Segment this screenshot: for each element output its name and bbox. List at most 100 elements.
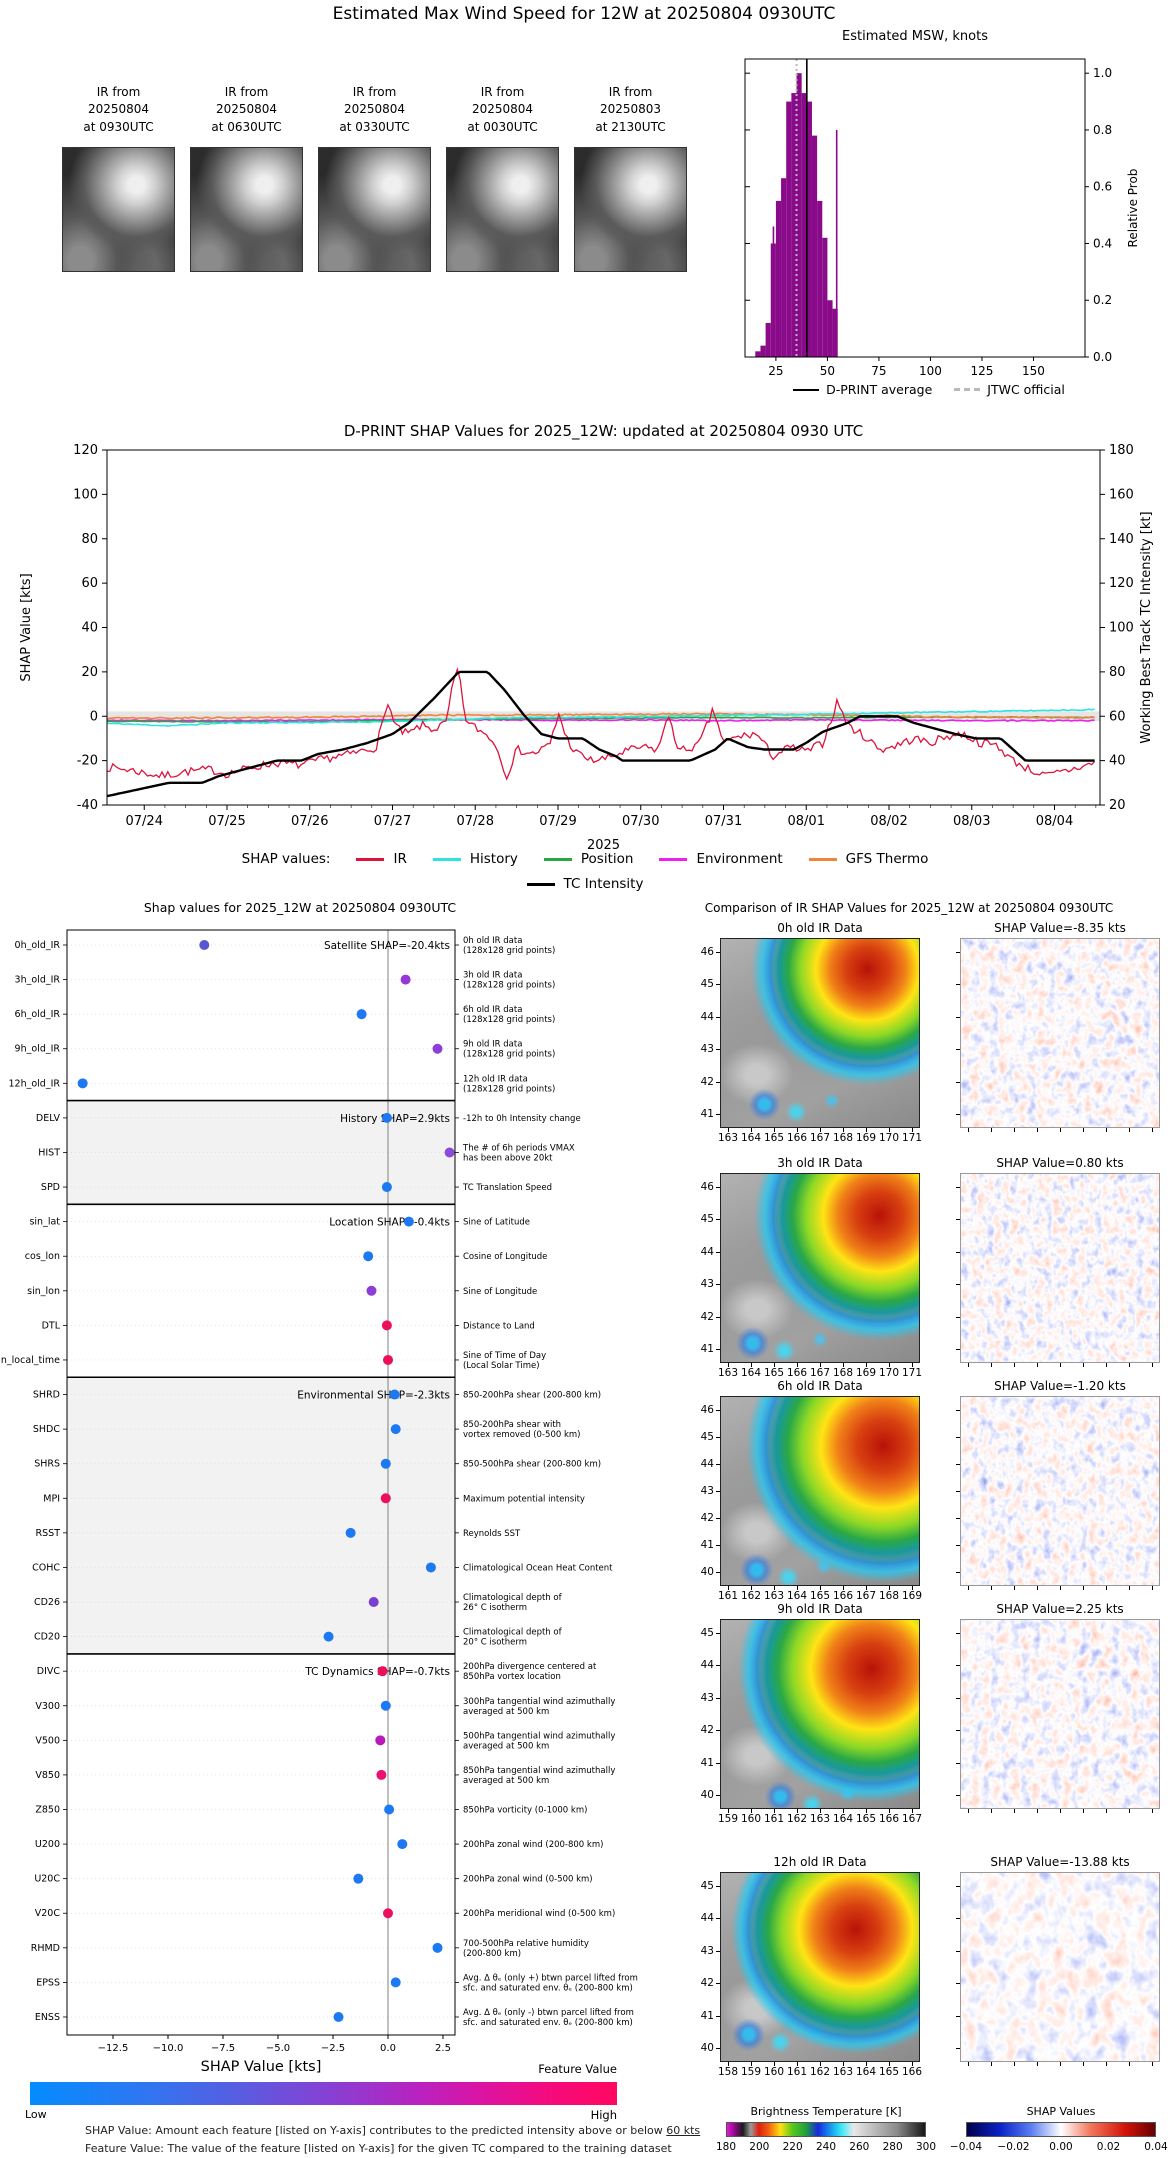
shap-lon-tick <box>991 1128 992 1132</box>
bt-tick-label: 260 <box>849 2141 870 2153</box>
shap-lon-tick <box>1106 1128 1107 1132</box>
lon-tick <box>820 1128 821 1132</box>
shap-dot <box>199 940 210 950</box>
lon-tick-label: 168 <box>832 1367 854 1379</box>
timeseries-title: D-PRINT SHAP Values for 2025_12W: update… <box>344 422 863 441</box>
shap-lon-tick <box>1106 2062 1107 2066</box>
lon-tick <box>797 1809 798 1813</box>
lon-tick-label: 165 <box>809 1590 831 1602</box>
axis-label: 08/02 <box>870 814 907 829</box>
shap-dot <box>425 1562 436 1573</box>
bt-tick-label: 200 <box>749 2141 770 2153</box>
lon-tick-label: 163 <box>809 1813 831 1825</box>
lat-tick <box>716 1950 720 1952</box>
shap-dot <box>403 1216 414 1227</box>
shap-tick-label: −0.02 <box>997 2141 1030 2153</box>
lon-tick-label: 171 <box>901 1132 923 1144</box>
legend-swatch-icon <box>659 857 688 861</box>
histogram-title: Estimated MSW, knots <box>842 29 988 44</box>
shap-lat-tick <box>956 1730 960 1732</box>
lat-tick <box>716 1545 720 1546</box>
lat-tick <box>716 1491 720 1492</box>
shap-lat-tick <box>956 1016 960 1018</box>
bt-colorbar <box>726 2122 926 2137</box>
shap-lat-tick <box>956 1114 960 1115</box>
lat-tick-label: 44 <box>700 1245 714 1258</box>
axis-label: -20 <box>77 754 98 769</box>
ir-map-title: 9h old IR Data <box>777 1602 863 1616</box>
section-shap-label: Environmental SHAP=-2.3kts <box>297 1390 450 1402</box>
shap-dot <box>366 1285 377 1296</box>
axis-label: 07/26 <box>291 814 328 829</box>
shap-lon-tick <box>1060 1363 1061 1367</box>
feature-label: SHRD <box>33 1390 60 1401</box>
lon-tick <box>843 1809 844 1813</box>
shap-dot <box>397 1839 408 1850</box>
lat-tick-label: 44 <box>700 1912 714 1925</box>
ir-satellite-thumbnail <box>574 147 687 272</box>
shap-lon-tick <box>1014 1809 1015 1813</box>
axis-label: 60 <box>1109 709 1126 724</box>
feature-description: Avg. Δ θₑ (only -) btwn parcel lifted fr… <box>463 2008 634 2028</box>
feature-description: 200hPa zonal wind (0-500 km) <box>463 1875 593 1885</box>
lon-tick <box>751 1809 752 1813</box>
shap-lon-tick <box>1106 1586 1107 1590</box>
feature-label: SPD <box>41 1182 60 1193</box>
shap-lon-tick <box>991 1363 992 1367</box>
lat-tick-label: 42 <box>700 1724 714 1737</box>
lon-tick <box>820 2062 821 2066</box>
shap-lon-tick <box>1129 2062 1130 2066</box>
histogram-bar <box>827 300 833 357</box>
lat-tick-label: 44 <box>700 1659 714 1672</box>
axis-label: 07/28 <box>457 814 494 829</box>
axis-label: 0.0 <box>1093 350 1112 364</box>
lat-tick-label: 42 <box>700 1075 714 1088</box>
lon-tick-label: 163 <box>832 2066 854 2078</box>
shap-value-map <box>960 1173 1160 1363</box>
lon-tick-label: 166 <box>901 2066 923 2078</box>
feature-label: CD20 <box>34 1632 60 1643</box>
shap-lat-tick <box>956 1665 960 1667</box>
feature-label: 12h_old_IR <box>9 1078 61 1089</box>
shap-value-map <box>960 938 1160 1128</box>
legend-item-position: Position <box>543 851 633 867</box>
axis-label: 150 <box>1022 364 1045 378</box>
lat-tick <box>716 1918 720 1920</box>
lat-tick-label: 43 <box>700 1944 714 1957</box>
shap-dot <box>377 1666 388 1677</box>
axis-label: 180 <box>1109 443 1134 458</box>
series-gfs-thermo <box>106 712 1095 720</box>
shap-map-title: SHAP Value=0.80 kts <box>996 1156 1124 1170</box>
shap-dot <box>381 1182 392 1193</box>
feature-label: DTL <box>42 1320 61 1331</box>
shap-dot <box>400 974 411 985</box>
section-shap-label: Location SHAP=-0.4kts <box>329 1217 450 1229</box>
feature-description: TC Translation Speed <box>462 1183 552 1193</box>
shap-dot <box>432 1043 443 1054</box>
lon-tick-label: 162 <box>809 2066 831 2078</box>
shap-dot <box>384 1804 395 1815</box>
feature-label: EPSS <box>36 1977 60 1988</box>
axis-label: 80 <box>81 532 98 547</box>
ir-satellite-thumbnail <box>318 147 431 272</box>
feature-description: 12h old IR data (128x128 grid points) <box>463 1074 555 1094</box>
axis-label: 20 <box>1109 798 1126 813</box>
histogram-bar <box>781 178 787 357</box>
legend-item-ir: IR <box>356 851 407 867</box>
shap-lat-tick <box>956 2015 960 2017</box>
colorbar-low-label: Low <box>25 2108 47 2121</box>
section-shade <box>67 1377 455 1654</box>
shap-lat-tick <box>956 1081 960 1083</box>
feature-label: 3h_old_IR <box>15 975 61 986</box>
legend-title: SHAP values: <box>241 851 331 867</box>
lon-tick-label: 169 <box>901 1590 923 1602</box>
feature-label: COHC <box>32 1562 60 1573</box>
bt-tick-label: 220 <box>782 2141 803 2153</box>
lon-tick-label: 163 <box>717 1132 739 1144</box>
axis-label: −12.5 <box>98 2043 129 2054</box>
shap-tick-label: −0.04 <box>949 2141 983 2153</box>
dotplot-xlabel: SHAP Value [kts] <box>201 2059 322 2075</box>
feature-label: CD26 <box>34 1597 60 1608</box>
shap-lon-tick <box>1152 1363 1153 1367</box>
ir-map-title: 12h old IR Data <box>773 1855 867 1869</box>
